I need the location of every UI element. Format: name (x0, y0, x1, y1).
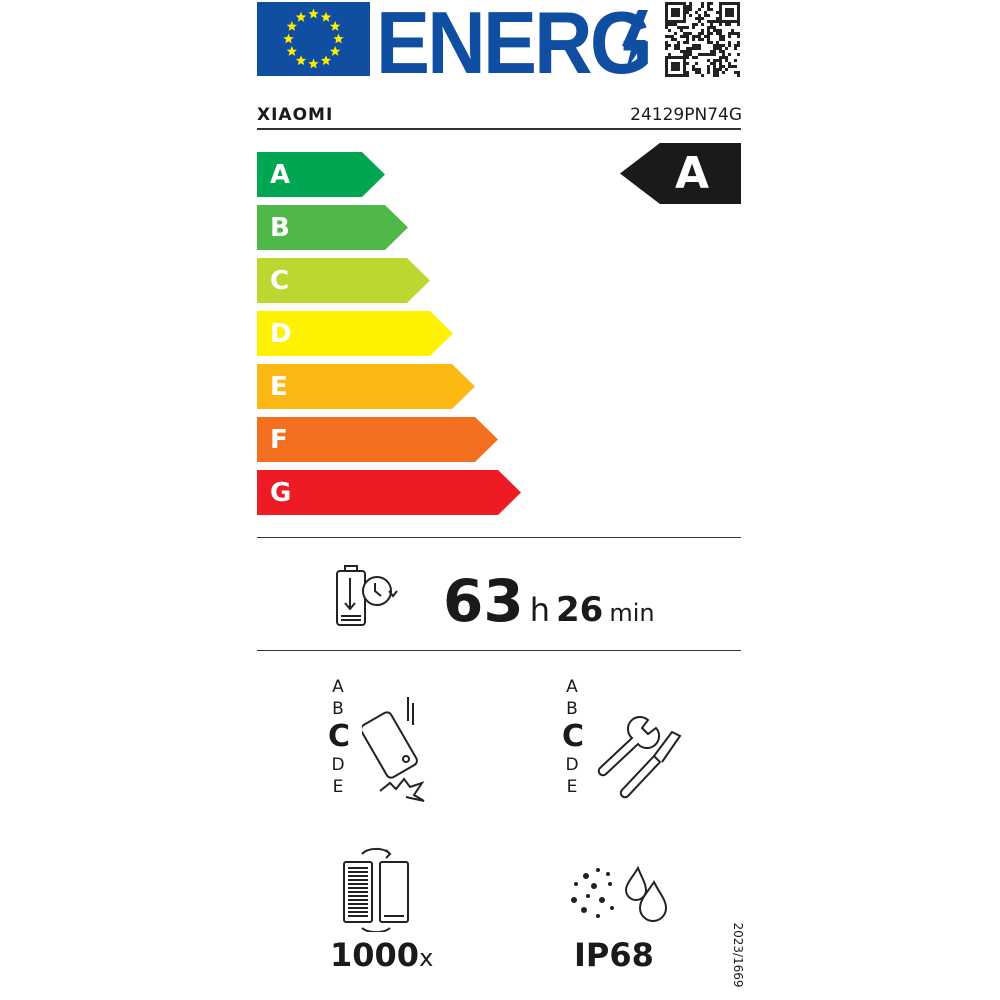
ip-rating: IP68 (574, 936, 654, 974)
scale-letter: C (562, 719, 585, 754)
star-icon (329, 46, 341, 56)
star-icon (320, 11, 332, 22)
brand-name: XIAOMI (257, 105, 334, 125)
eu-flag (257, 2, 370, 76)
battery-endurance: 63 h 26 min (443, 567, 655, 635)
scale-letter: A (566, 677, 578, 697)
energy-class-bar-d: D (257, 311, 453, 356)
lightning-bolt-icon (622, 10, 648, 70)
cycles-value: 1000 (330, 936, 420, 974)
hours-unit: h (529, 591, 550, 629)
star-icon (320, 55, 332, 66)
energy-class-bar-a: A (257, 152, 385, 197)
regulation-number: 2023/1669 (731, 922, 745, 988)
phone-drop-icon (362, 697, 425, 802)
scale-letter: B (332, 699, 344, 719)
class-letter: A (270, 159, 291, 190)
divider (257, 537, 741, 538)
star-icon (329, 21, 341, 31)
class-letter: E (270, 371, 288, 402)
star-icon (308, 8, 319, 19)
energy-logo-text: ENERG (376, 0, 653, 92)
hours-value: 63 (443, 567, 524, 635)
minutes-value: 26 (556, 590, 604, 630)
divider (257, 128, 741, 130)
star-icon (286, 21, 298, 31)
class-letter: F (270, 424, 288, 455)
star-icon (308, 58, 319, 69)
energy-rating-arrow: A (620, 143, 741, 204)
model-number: 24129PN74G (630, 105, 742, 125)
energy-class-bar-f: F (257, 417, 498, 462)
battery-clock-icon (336, 565, 398, 626)
dust-water-icon (571, 865, 668, 922)
star-icon (295, 55, 307, 66)
battery-cycle-icon (343, 847, 409, 932)
energy-class-bar-g: G (257, 470, 521, 515)
divider (257, 650, 741, 651)
scale-letter: B (566, 699, 578, 719)
star-icon (333, 33, 344, 44)
wrench-screwdriver-icon (597, 715, 682, 799)
scale-letter: C (328, 719, 351, 754)
class-letter: G (270, 477, 292, 508)
star-icon (283, 33, 294, 44)
minutes-unit: min (609, 599, 655, 627)
scale-letter: D (331, 755, 345, 775)
cycles-unit: x (419, 944, 434, 972)
class-letter: D (270, 318, 292, 349)
class-letter: C (270, 265, 290, 296)
class-letter: B (270, 212, 290, 243)
scale-letter: E (332, 777, 344, 797)
star-icon (286, 46, 298, 56)
scale-letter: E (566, 777, 578, 797)
scale-letter: A (332, 677, 344, 697)
energy-class-bar-b: B (257, 205, 408, 250)
star-icon (295, 11, 307, 22)
energy-class-bar-e: E (257, 364, 475, 409)
scale-letter: D (565, 755, 579, 775)
energy-class-bar-c: C (257, 258, 430, 303)
eu-stars-icon (283, 8, 344, 69)
qr-code-icon[interactable] (665, 2, 741, 77)
battery-cycles: 1000 x (330, 936, 433, 974)
